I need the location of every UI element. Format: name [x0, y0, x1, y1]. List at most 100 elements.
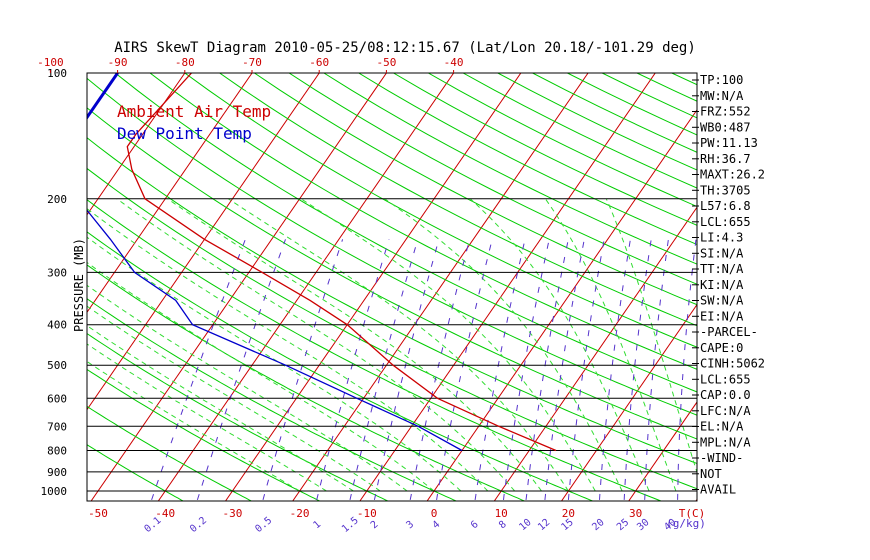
- mixing-ratio-tick-label: 4: [431, 519, 443, 531]
- top-temp-tick-label: -90: [108, 56, 128, 69]
- bottom-temp-tick-label: 30: [629, 507, 642, 520]
- pressure-tick-label: 400: [47, 319, 67, 332]
- dry-adiabat-line: [670, 73, 697, 86]
- mixing-ratio-tick-label: 6: [469, 519, 481, 531]
- pressure-tick-label: 100: [47, 67, 67, 80]
- index-item: MW:N/A: [700, 89, 744, 103]
- moist-adiabat-line: [87, 284, 408, 492]
- dry-adiabat-line: [87, 231, 595, 501]
- mixing-ratio-line: [567, 239, 605, 500]
- pressure-tick-label: 900: [47, 466, 67, 479]
- chart-title: AIRS SkewT Diagram 2010-05-25/08:12:15.6…: [114, 40, 696, 56]
- pressure-tick-label: 600: [47, 392, 67, 405]
- diagram-grid: [87, 0, 870, 508]
- dry-adiabat-line: [87, 444, 185, 501]
- mixing-ratio-tick-label: 12: [536, 517, 552, 533]
- moist-adiabat-line: [605, 198, 697, 475]
- ambient-air-temp-line: [126, 73, 557, 452]
- mixing-ratio-line: [644, 239, 669, 500]
- dry-adiabat-line: [635, 73, 697, 102]
- index-item: LCL:655: [700, 215, 751, 229]
- isotherm-line: [825, 0, 870, 508]
- dry-adiabat-line: [288, 73, 697, 285]
- mixing-ratio-unit: (g/kg): [666, 517, 706, 530]
- dry-adiabat-line: [566, 73, 697, 136]
- index-item: TT:N/A: [700, 262, 744, 276]
- top-temp-tick-label: -40: [444, 56, 464, 69]
- moist-adiabat-line: [87, 325, 354, 492]
- top-temp-tick-label: -80: [175, 56, 195, 69]
- dry-adiabat-line: [183, 73, 697, 348]
- dry-adiabat-line: [601, 73, 697, 119]
- mixing-ratio-tick-label: 0.5: [253, 515, 274, 535]
- top-temp-tick-label: -70: [242, 56, 262, 69]
- mixing-ratio-tick-label: 3: [404, 519, 416, 531]
- index-item: CINH:5062: [700, 357, 765, 371]
- pressure-tick-label: 500: [47, 359, 67, 372]
- dry-adiabat-line: [87, 332, 390, 501]
- index-item: LFC:N/A: [700, 404, 751, 418]
- mixing-ratio-line: [677, 239, 697, 500]
- sounding-curves: [87, 73, 557, 452]
- dry-adiabat-line: [87, 77, 697, 416]
- dry-adiabat-line: [357, 73, 697, 246]
- pressure-tick-label: 300: [47, 266, 67, 279]
- index-item: LI:4.3: [700, 231, 743, 245]
- mixing-ratio-line: [623, 239, 652, 500]
- moist-adiabat-line: [87, 360, 300, 492]
- top-temp-tick-label: -100: [37, 56, 64, 69]
- bottom-temp-tick-label: 10: [495, 507, 508, 520]
- dry-adiabat-line: [87, 137, 697, 465]
- moist-adiabat-line: [384, 198, 623, 492]
- bottom-temp-tick-label: -20: [290, 507, 310, 520]
- mixing-ratio-line: [503, 239, 550, 500]
- mixing-ratio-tick-label: 0.2: [188, 515, 209, 535]
- mixing-ratio-line: [436, 239, 493, 500]
- index-item: CAP:0.0: [700, 388, 751, 402]
- index-item: EI:N/A: [700, 309, 744, 323]
- isotherm-line: [560, 303, 697, 501]
- dry-adiabat-line: [87, 298, 458, 501]
- dry-adiabat-line: [322, 73, 697, 265]
- top-temp-tick-label: -60: [309, 56, 329, 69]
- mixing-ratio-line: [525, 239, 569, 500]
- top-temperature-axis: -120-110-100-90-80-70-60-50-40: [37, 56, 464, 73]
- dry-adiabat-line: [218, 73, 697, 327]
- plot-frame: [86, 72, 698, 502]
- index-item: TH:3705: [700, 183, 751, 197]
- dry-adiabat-line: [87, 107, 697, 440]
- mixing-ratio-tick-label: 1: [311, 519, 323, 531]
- legend-dew-point-temp: Dew Point Temp: [117, 124, 252, 143]
- dry-adiabat-line: [87, 199, 663, 501]
- pressure-tick-label: 200: [47, 193, 67, 206]
- dry-adiabat-line: [87, 368, 321, 501]
- isotherm-line: [87, 73, 320, 411]
- pressure-tick-label: 1000: [41, 485, 68, 498]
- index-item: L57:6.8: [700, 199, 751, 213]
- index-item: SI:N/A: [700, 246, 744, 260]
- isotherm-line: [758, 0, 870, 508]
- dew-point-temp-line-upper: [87, 73, 119, 120]
- index-item: LCL:655: [700, 372, 751, 386]
- index-item: WB0:487: [700, 120, 751, 134]
- bottom-temp-tick-label: 0: [431, 507, 438, 520]
- dew-point-temp-line: [87, 73, 463, 452]
- mixing-ratio-tick-label: 8: [497, 519, 509, 531]
- index-item: -WIND-: [700, 451, 743, 465]
- dry-adiabat-line: [87, 167, 697, 490]
- dry-adiabat-line: [87, 264, 526, 501]
- isotherm-line: [157, 73, 455, 501]
- dry-adiabat-line: [149, 73, 697, 370]
- pressure-tick-label: 800: [47, 445, 67, 458]
- dry-adiabat-line: [87, 405, 253, 501]
- index-item: NOT: [700, 467, 722, 481]
- bottom-temp-tick-label: -40: [155, 507, 175, 520]
- moist-adiabat-line: [544, 198, 677, 492]
- mixing-ratio-tick-label: 20: [590, 517, 606, 533]
- index-item: FRZ:552: [700, 105, 751, 119]
- index-item: MPL:N/A: [700, 435, 751, 449]
- top-temp-tick-label: -50: [376, 56, 396, 69]
- moist-adiabat-line: [167, 198, 542, 492]
